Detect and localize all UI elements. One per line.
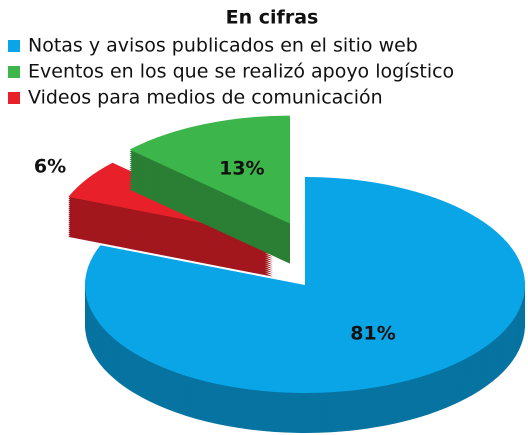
legend-label: Notas y avisos publicados en el sitio we… bbox=[28, 35, 418, 57]
pie-slice bbox=[84, 177, 526, 433]
value-label: 13% bbox=[219, 158, 264, 180]
value-label: 6% bbox=[34, 156, 66, 178]
legend-swatch bbox=[8, 66, 20, 78]
slice-top bbox=[84, 177, 525, 393]
chart-title: En cifras bbox=[226, 7, 319, 29]
legend-swatch bbox=[8, 92, 20, 104]
legend-label: Eventos en los que se realizó apoyo logí… bbox=[28, 61, 454, 83]
legend-swatch bbox=[8, 40, 20, 52]
slice-top bbox=[129, 115, 290, 224]
value-label: 81% bbox=[350, 323, 395, 345]
legend-label: Videos para medios de comunicación bbox=[28, 87, 383, 109]
pie-slice bbox=[129, 115, 290, 264]
